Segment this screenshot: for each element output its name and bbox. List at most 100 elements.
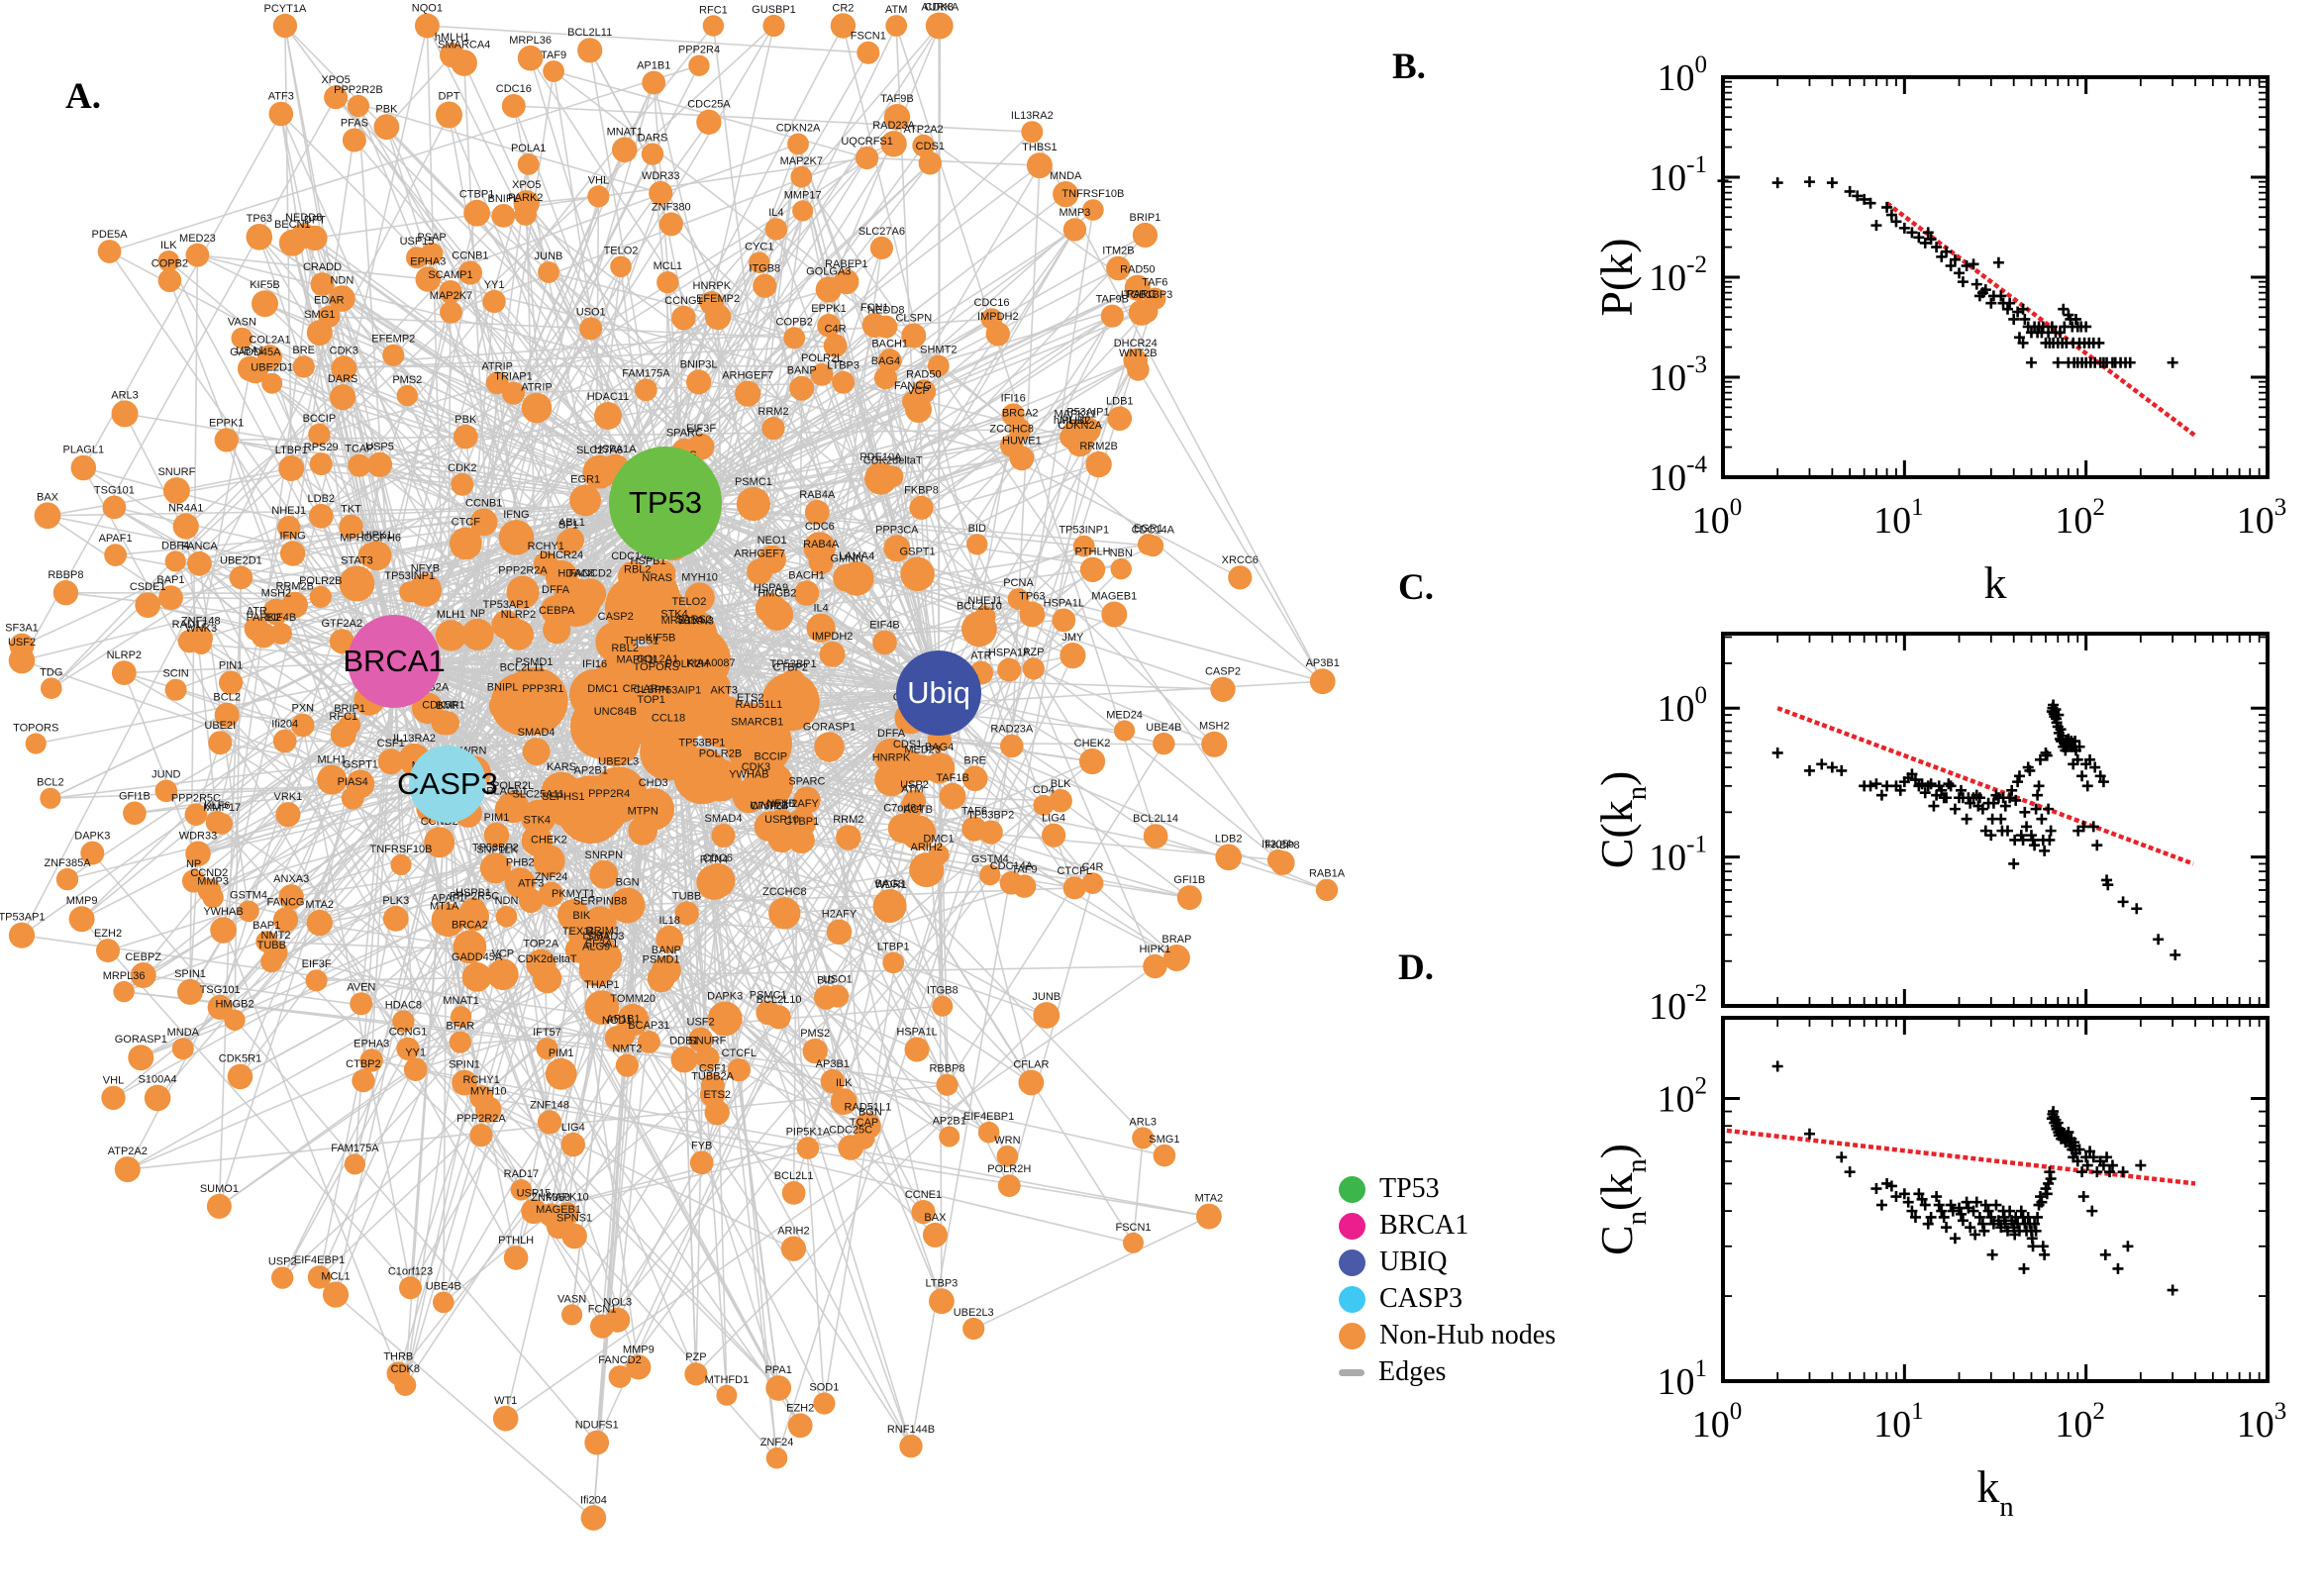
node-label: SMG1: [1149, 1134, 1179, 1146]
network-node: [1008, 418, 1032, 442]
data-point: [1906, 768, 1918, 780]
node-label: HUWE1: [1002, 435, 1042, 447]
data-point: [2117, 1166, 2129, 1178]
hub-label-casp3: CASP3: [397, 766, 498, 801]
node-label: CDK2deltaT: [863, 454, 923, 466]
data-point: [1922, 1218, 1934, 1230]
plot-frame: [1721, 75, 2270, 479]
network-edge: [792, 229, 1076, 682]
network-node: [1018, 1069, 1045, 1096]
node-label: GMNN: [830, 553, 863, 565]
network-edge: [447, 919, 801, 1427]
network-node: [206, 1193, 232, 1219]
network-node: [436, 101, 462, 129]
network-node: [214, 702, 240, 728]
network-edge: [109, 64, 700, 252]
node-label: TELO2: [604, 246, 639, 257]
node-label: ARL3: [1129, 1116, 1157, 1128]
data-point: [1826, 177, 1838, 189]
node-label: EPPK1: [209, 417, 244, 429]
data-point: [1906, 227, 1918, 239]
tick-label: 100: [1692, 1398, 1743, 1446]
network-node: [961, 765, 988, 792]
node-label: POLR2B: [699, 748, 742, 760]
data-point: [2167, 356, 2178, 368]
network-node: [928, 844, 950, 865]
network-node: [1052, 608, 1076, 633]
network-node: [342, 128, 366, 152]
data-point: [1865, 780, 1876, 792]
node-label: TOMM20: [610, 993, 656, 1005]
node-label: SLC25A11: [513, 789, 564, 801]
legend-label: TP53: [1379, 1173, 1440, 1204]
x-axis-label: k: [1984, 557, 2007, 608]
network-node: [104, 544, 127, 566]
node-label: ITM2B: [1102, 246, 1134, 257]
network-node: [517, 153, 540, 175]
node-label: JMY: [1061, 632, 1084, 644]
node-label: SNRPN: [585, 849, 624, 861]
network-node: [702, 15, 725, 37]
node-label: APAF1: [431, 892, 464, 904]
network-node: [185, 243, 210, 267]
node-label: RAD51L1: [736, 699, 783, 711]
node-label: NRAS: [642, 572, 672, 584]
node-label: BAG4: [871, 355, 900, 367]
node-label: ZNF385A: [44, 857, 91, 869]
network-node: [883, 104, 911, 131]
data-point: [2017, 834, 2029, 846]
fit-line: [1726, 1128, 2196, 1186]
node-label: ARHGEF7: [734, 549, 785, 560]
data-point: [2036, 1196, 2048, 1208]
network-edge: [427, 278, 818, 514]
node-label: BLK: [1051, 778, 1071, 790]
network-node: [882, 951, 905, 974]
node-label: NLRP2: [107, 649, 142, 661]
node-label: USP2: [268, 1255, 297, 1267]
node-label: C4R: [1081, 861, 1103, 873]
network-node: [768, 897, 801, 930]
node-label: CDC14A: [1132, 525, 1175, 537]
legend-item-edges: Edges: [1339, 1357, 1556, 1387]
network-node: [318, 305, 341, 328]
data-point: [2015, 1205, 2027, 1217]
network-edge: [21, 934, 634, 1021]
node-label: MAPK11: [1055, 409, 1097, 421]
node-label: NDUFS1: [575, 1420, 619, 1432]
node-label: PIAS4: [338, 776, 368, 788]
node-label: RAB4A: [803, 539, 840, 550]
data-point: [2013, 332, 2025, 344]
node-label: PIM1: [484, 812, 510, 824]
data-point: [1955, 1208, 1967, 1220]
legend-item-casp3: CASP3: [1339, 1284, 1556, 1314]
data-point: [2010, 794, 2022, 806]
data-point: [1898, 222, 1910, 234]
node-label: TP63: [1019, 591, 1045, 603]
data-point: [2131, 903, 2143, 915]
node-label: UBE2L3: [598, 755, 639, 767]
data-point: [2170, 948, 2181, 960]
network-node: [1309, 668, 1336, 695]
data-point: [2039, 1248, 2051, 1260]
node-label: CDK5R1: [422, 699, 464, 711]
node-label: PHB2: [1062, 415, 1091, 427]
node-label: RRM2: [758, 406, 788, 418]
node-label: JUNB: [535, 250, 563, 262]
network-node: [857, 41, 880, 64]
node-label: RBBP8: [929, 1063, 964, 1075]
network-node: [324, 85, 349, 110]
network-edge: [127, 1084, 948, 1170]
node-label: MTA2: [305, 899, 334, 911]
node-label: GFI1B: [1173, 874, 1205, 886]
network-node: [307, 1265, 332, 1289]
node-label: TSG101: [200, 984, 241, 996]
node-label: CDC16: [973, 297, 1009, 309]
node-label: BGN: [858, 1106, 882, 1118]
node-label: IFT57: [533, 1027, 561, 1039]
data-point: [2089, 761, 2101, 773]
data-point: [2093, 337, 2105, 349]
data-point: [2008, 857, 2020, 869]
data-point: [2024, 764, 2036, 776]
network-node: [904, 1037, 930, 1062]
